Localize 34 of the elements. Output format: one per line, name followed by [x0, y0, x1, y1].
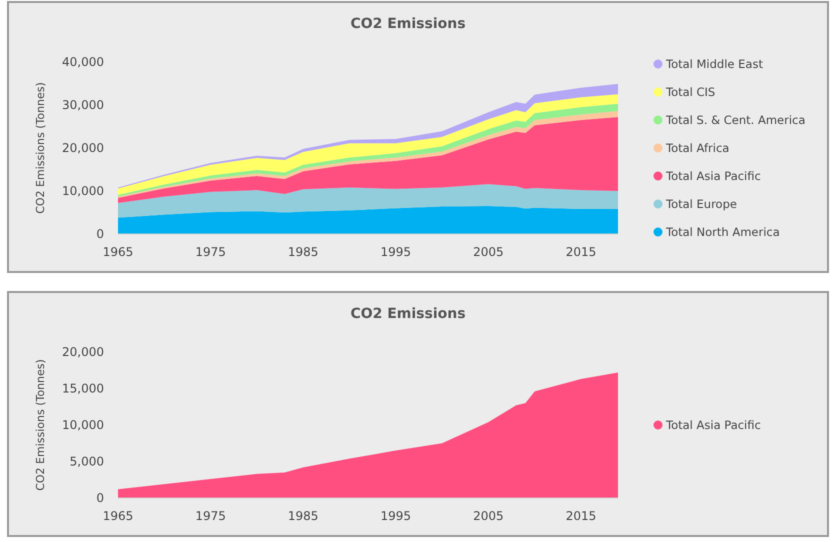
x-tick-label: 1975	[195, 509, 226, 523]
x-tick-label: 1985	[288, 509, 318, 523]
legend-label: Total Middle East	[665, 57, 764, 72]
y-tick-label: 15,000	[62, 382, 104, 396]
legend-label: Total North America	[665, 225, 780, 240]
x-tick-label: 1965	[102, 245, 134, 259]
y-tick-label: 0	[96, 227, 104, 242]
legend-label: Total Africa	[665, 141, 730, 156]
legend-label: Total CIS	[665, 85, 716, 100]
chart-title: CO2 Emissions	[350, 16, 466, 32]
y-tick-label: 30,000	[62, 98, 104, 112]
x-tick-label: 1985	[288, 245, 318, 259]
x-tick-label: 1995	[380, 509, 412, 523]
y-axis-title: CO2 Emissions (Tonnes)	[34, 359, 47, 491]
legend-label: Total Europe	[665, 197, 737, 212]
y-tick-label: 40,000	[62, 55, 104, 70]
y-axis-title: CO2 Emissions (Tonnes)	[34, 82, 47, 214]
legend-label: Total Asia Pacific	[665, 169, 761, 184]
y-tick-label: 10,000	[62, 418, 104, 432]
x-tick-label: 2015	[566, 245, 596, 259]
legend-label: Total S. & Cent. America	[665, 113, 806, 128]
x-tick-label: 2015	[566, 509, 596, 523]
y-tick-label: 10,000	[62, 184, 104, 198]
chart-title: CO2 Emissions	[350, 306, 466, 322]
legend-label: Total Asia Pacific	[665, 418, 761, 432]
x-tick-label: 1975	[195, 245, 226, 259]
x-tick-label: 2005	[473, 245, 504, 259]
y-tick-label: 20,000	[62, 141, 104, 156]
x-tick-label: 2005	[473, 509, 504, 523]
x-tick-label: 1965	[102, 509, 134, 523]
y-tick-label: 20,000	[62, 345, 104, 360]
x-tick-label: 1995	[380, 245, 412, 259]
y-tick-label: 0	[96, 491, 104, 506]
y-tick-label: 5,000	[70, 454, 104, 469]
